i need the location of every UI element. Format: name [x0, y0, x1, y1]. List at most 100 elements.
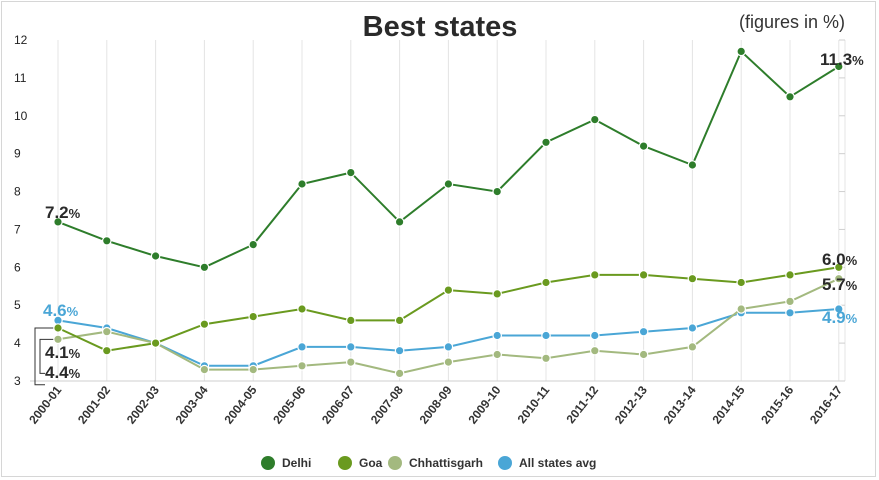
- legend: Delhi Goa Chhattisgarh All states avg: [261, 456, 596, 470]
- data-point: [53, 323, 63, 333]
- data-point: [492, 186, 502, 197]
- data-point: [541, 330, 551, 341]
- data-label: 4.1%: [45, 343, 81, 362]
- y-axis: 3 4 5 6 7 8 9 10 11 12: [14, 33, 845, 388]
- data-point: [394, 368, 405, 379]
- data-point: [150, 251, 161, 261]
- data-point: [248, 239, 258, 250]
- data-point: [687, 342, 698, 352]
- data-point: [345, 315, 356, 326]
- data-point: [833, 262, 844, 273]
- legend-label: Chhattisgarh: [409, 456, 483, 470]
- series-chhattisgarh: [53, 273, 844, 379]
- leader-line: [39, 338, 55, 374]
- data-label: 5.7%: [822, 275, 858, 294]
- data-point: [248, 364, 258, 375]
- data-point: [785, 296, 795, 307]
- data-point: [345, 357, 356, 367]
- y-tick-label: 4: [14, 336, 21, 350]
- data-point: [736, 304, 746, 314]
- data-point: [102, 345, 112, 356]
- x-tick-label: 2001-02: [75, 383, 113, 427]
- legend-swatch: [338, 456, 352, 470]
- x-tick-label: 2005-06: [270, 383, 308, 427]
- data-point: [248, 311, 258, 322]
- data-point: [492, 349, 502, 360]
- legend-item-all-states-avg: All states avg: [498, 456, 596, 470]
- data-point: [199, 262, 210, 273]
- data-point: [394, 315, 405, 326]
- x-tick-label: 2013-14: [661, 383, 699, 427]
- data-label: 4.4%: [45, 363, 81, 382]
- data-point: [785, 92, 795, 102]
- x-tick-label: 2006-07: [319, 383, 357, 427]
- chart-title: Best states: [363, 11, 518, 43]
- data-point: [833, 61, 844, 72]
- data-point: [150, 338, 161, 348]
- legend-swatch: [261, 456, 275, 470]
- chart-subtitle: (figures in %): [739, 12, 845, 32]
- y-tick-label: 10: [14, 109, 28, 123]
- series-delhi: [53, 46, 844, 273]
- data-point: [638, 326, 649, 337]
- x-tick-label: 2016-17: [807, 383, 845, 427]
- data-point: [443, 342, 454, 352]
- data-point: [785, 307, 795, 318]
- legend-label: Goa: [359, 456, 383, 470]
- data-point: [199, 319, 210, 329]
- data-labels: 7.2% 4.6% 4.1%4.4% 11.3% 6.0% 5.7% 4.9%: [43, 50, 864, 382]
- data-label: 4.6%: [43, 301, 79, 320]
- y-tick-label: 12: [14, 33, 28, 47]
- data-point: [102, 326, 112, 337]
- x-tick-label: 2010-11: [515, 383, 553, 426]
- data-point: [589, 270, 600, 280]
- data-point: [102, 236, 112, 246]
- data-point: [297, 304, 307, 314]
- x-tick-label: 2011-12: [563, 383, 601, 426]
- grid: [30, 40, 846, 382]
- data-point: [345, 342, 356, 352]
- x-tick-label: 2014-15: [709, 383, 747, 427]
- data-point: [541, 277, 551, 288]
- data-point: [833, 304, 844, 314]
- x-tick-label: 2015-16: [758, 383, 796, 427]
- x-tick-label: 2003-04: [173, 383, 211, 427]
- legend-label: All states avg: [519, 456, 596, 470]
- data-point: [589, 330, 600, 341]
- legend-item-delhi: Delhi: [261, 456, 311, 470]
- data-point: [638, 270, 649, 280]
- y-tick-label: 3: [14, 374, 21, 388]
- data-point: [687, 323, 698, 333]
- y-tick-label: 11: [14, 71, 27, 85]
- series-goa: [53, 262, 844, 356]
- x-axis: 2000-01 2001-02 2002-03 2003-04 2004-05 2005-…: [26, 383, 845, 427]
- data-point: [297, 342, 307, 352]
- leader-line: [34, 327, 55, 386]
- legend-swatch: [498, 456, 512, 470]
- data-point: [199, 364, 210, 375]
- data-point: [443, 179, 454, 189]
- data-point: [394, 345, 405, 356]
- data-point: [541, 137, 551, 148]
- legend-item-goa: Goa: [338, 456, 383, 470]
- data-point: [541, 353, 551, 364]
- x-tick-label: 2000-01: [26, 383, 64, 427]
- x-tick-label: 2008-09: [417, 383, 455, 427]
- data-point: [53, 334, 63, 345]
- data-point: [492, 330, 502, 341]
- y-tick-label: 9: [14, 147, 21, 161]
- x-tick-label: 2002-03: [124, 383, 162, 427]
- x-tick-label: 2007-08: [368, 383, 406, 427]
- x-tick-label: 2004-05: [221, 383, 259, 427]
- data-point: [687, 160, 698, 170]
- data-point: [443, 357, 454, 367]
- y-tick-label: 5: [14, 298, 21, 312]
- data-point: [687, 273, 698, 284]
- series: [53, 46, 844, 379]
- label-leaders: [34, 327, 55, 386]
- legend-item-chhattisgarh: Chhattisgarh: [388, 456, 483, 470]
- data-point: [53, 217, 63, 227]
- legend-label: Delhi: [282, 456, 311, 470]
- data-label: 6.0%: [822, 250, 858, 269]
